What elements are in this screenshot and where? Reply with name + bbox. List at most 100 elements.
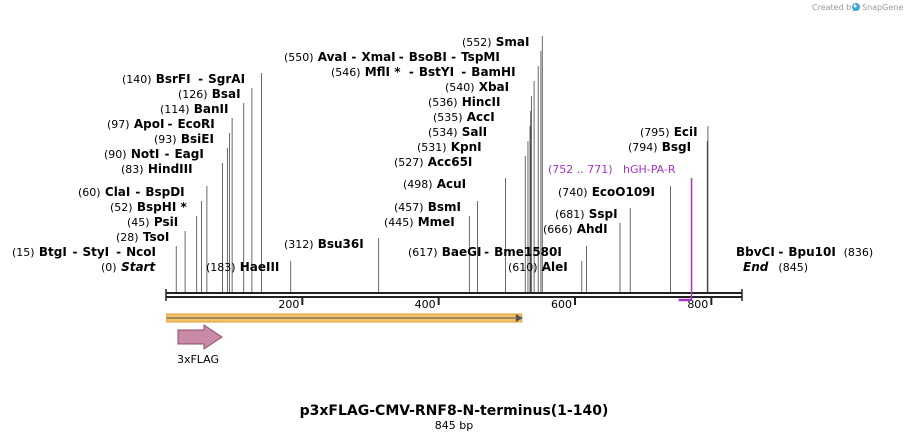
enzyme-name: EagI	[174, 147, 203, 161]
enzyme-row-hincii[interactable]: (536) HincII	[428, 95, 500, 109]
primer-name: hGH-PA-R	[623, 163, 676, 176]
enzyme-name: StyI	[82, 245, 109, 259]
enzyme-row-apoi[interactable]: (97) ApoI - EcoRI	[107, 117, 215, 131]
enzyme-name: XbaI	[479, 80, 509, 94]
enzyme-row-acci[interactable]: (535) AccI	[433, 110, 495, 124]
enzyme-row-clai[interactable]: (60) ClaI - BspDI	[78, 185, 185, 199]
enzyme-row-ecoo109i[interactable]: (740) EcoO109I	[558, 185, 655, 199]
enzyme-row-bsgi[interactable]: (794) BsgI	[628, 140, 691, 154]
enzyme-row-banii[interactable]: (114) BanII	[160, 102, 228, 116]
cut-position: (90)	[104, 148, 127, 161]
enzyme-row-bsu36i[interactable]: (312) Bsu36I	[284, 237, 364, 251]
cut-position: (534)	[428, 126, 458, 139]
enzyme-row-sspi[interactable]: (681) SspI	[555, 207, 618, 221]
enzyme-name: KpnI	[451, 140, 482, 154]
cut-position: (836)	[844, 246, 874, 259]
cut-position: (126)	[178, 88, 208, 101]
feature-arrow-icon	[177, 324, 223, 350]
enzyme-row-bsai[interactable]: (126) BsaI	[178, 87, 241, 101]
enzyme-name: BtgI	[39, 245, 67, 259]
enzyme-row-avai[interactable]: (550) AvaI - XmaI - BsoBI - TspMI	[284, 50, 500, 64]
axis-ticks: 200 400 600 800	[278, 297, 713, 311]
primer-hgh-pa-r[interactable]: (752 .. 771) hGH-PA-R	[548, 163, 693, 302]
separator: -	[461, 65, 466, 79]
enzyme-row-sali[interactable]: (534) SalI	[428, 125, 487, 139]
enzyme-name: Bpu10I	[788, 245, 835, 259]
enzyme-row-btgi[interactable]: (15) BtgI - StyI - NcoI	[12, 245, 156, 259]
cut-position: (536)	[428, 96, 458, 109]
separator: -	[778, 245, 783, 259]
cut-position: (15)	[12, 246, 35, 259]
enzyme-row-bsrfi[interactable]: (140) BsrFI - SgrAI	[122, 72, 245, 86]
enzyme-row-bsphi[interactable]: (52) BspHI *	[110, 200, 187, 214]
enzyme-row-noti[interactable]: (90) NotI - EagI	[104, 147, 204, 161]
cut-position: (740)	[558, 186, 588, 199]
enzyme-name: MflI *	[365, 65, 401, 79]
enzyme-name: EcoO109I	[592, 185, 655, 199]
separator: -	[484, 245, 489, 259]
separator: -	[135, 185, 140, 199]
enzyme-name: XmaI	[361, 50, 395, 64]
enzyme-row-acui[interactable]: (498) AcuI	[403, 177, 466, 191]
enzyme-name: TspMI	[461, 50, 500, 64]
enzyme-row-mfli[interactable]: (546) MflI * - BstYI - BamHI	[331, 65, 516, 79]
enzyme-row-end[interactable]: End (845)	[743, 260, 808, 274]
enzyme-row-ecii[interactable]: (795) EciI	[640, 125, 698, 139]
enzyme-name: BspHI *	[137, 200, 188, 214]
primer-range: (752 .. 771)	[548, 163, 613, 176]
enzyme-name: SmaI	[496, 35, 530, 49]
separator: -	[451, 50, 456, 64]
enzyme-row-acc65i[interactable]: (527) Acc65I	[394, 155, 472, 169]
enzyme-labels: (0) Start(15) BtgI - StyI - NcoI(28) TsoI(45) Ps…	[12, 35, 873, 274]
separator: -	[409, 65, 414, 79]
enzyme-row-hindiii[interactable]: (83) HindIII	[121, 162, 193, 176]
enzyme-row-smai[interactable]: (552) SmaI	[462, 35, 529, 49]
enzyme-name: AleI	[542, 260, 568, 274]
map-title: p3xFLAG-CMV-RNF8-N-terminus(1-140)	[300, 403, 609, 419]
enzyme-name: EciI	[674, 125, 698, 139]
cut-position: (498)	[403, 178, 433, 191]
enzyme-row-bbvci[interactable]: BbvCI - Bpu10I (836)	[736, 245, 873, 259]
cut-position: (93)	[154, 133, 177, 146]
cut-position: (794)	[628, 141, 658, 154]
enzyme-name: BsmI	[428, 200, 461, 214]
cut-position: (666)	[543, 223, 573, 236]
cut-position: (28)	[116, 231, 139, 244]
sequence-length: 845 bp	[435, 419, 473, 432]
enzyme-row-baegi[interactable]: (617) BaeGI - Bme1580I	[408, 245, 562, 259]
enzyme-row-tsoi[interactable]: (28) TsoI	[116, 230, 169, 244]
cut-position: (550)	[284, 51, 314, 64]
enzyme-name: BsaI	[212, 87, 241, 101]
enzyme-row-start[interactable]: (0) Start	[101, 260, 156, 274]
enzyme-row-psii[interactable]: (45) PsiI	[127, 215, 178, 229]
cut-site-lines	[175, 36, 709, 293]
orf-arrow[interactable]	[166, 313, 523, 323]
enzyme-row-kpni[interactable]: (531) KpnI	[417, 140, 482, 154]
enzyme-name: AccI	[467, 110, 495, 124]
tick-label: 400	[415, 298, 436, 311]
enzyme-row-bsmi[interactable]: (457) BsmI	[394, 200, 461, 214]
cut-position: (445)	[384, 216, 414, 229]
credit-brand: SnapGene	[862, 3, 903, 12]
enzyme-name: BspDI	[145, 185, 184, 199]
enzyme-row-bsiei[interactable]: (93) BsiEI	[154, 132, 214, 146]
cut-position: (540)	[445, 81, 475, 94]
enzyme-name: EcoRI	[177, 117, 214, 131]
enzyme-name: SspI	[589, 207, 618, 221]
feature-3xflag[interactable]: 3xFLAG	[177, 324, 223, 366]
enzyme-name: BsgI	[662, 140, 691, 154]
enzyme-row-alei[interactable]: (610) AleI	[508, 260, 568, 274]
cut-position: (97)	[107, 118, 130, 131]
enzyme-row-mmei[interactable]: (445) MmeI	[384, 215, 455, 229]
enzyme-name: AcuI	[437, 177, 466, 191]
enzyme-name: AvaI	[318, 50, 347, 64]
cut-position: (610)	[508, 261, 538, 274]
enzyme-row-xbai[interactable]: (540) XbaI	[445, 80, 509, 94]
enzyme-name: TsoI	[143, 230, 169, 244]
enzyme-name: End	[743, 260, 769, 274]
cut-position: (795)	[640, 126, 670, 139]
enzyme-row-haeiii[interactable]: (183) HaeIII	[206, 260, 279, 274]
enzyme-name: BstYI	[419, 65, 454, 79]
enzyme-row-ahdi[interactable]: (666) AhdI	[543, 222, 608, 236]
